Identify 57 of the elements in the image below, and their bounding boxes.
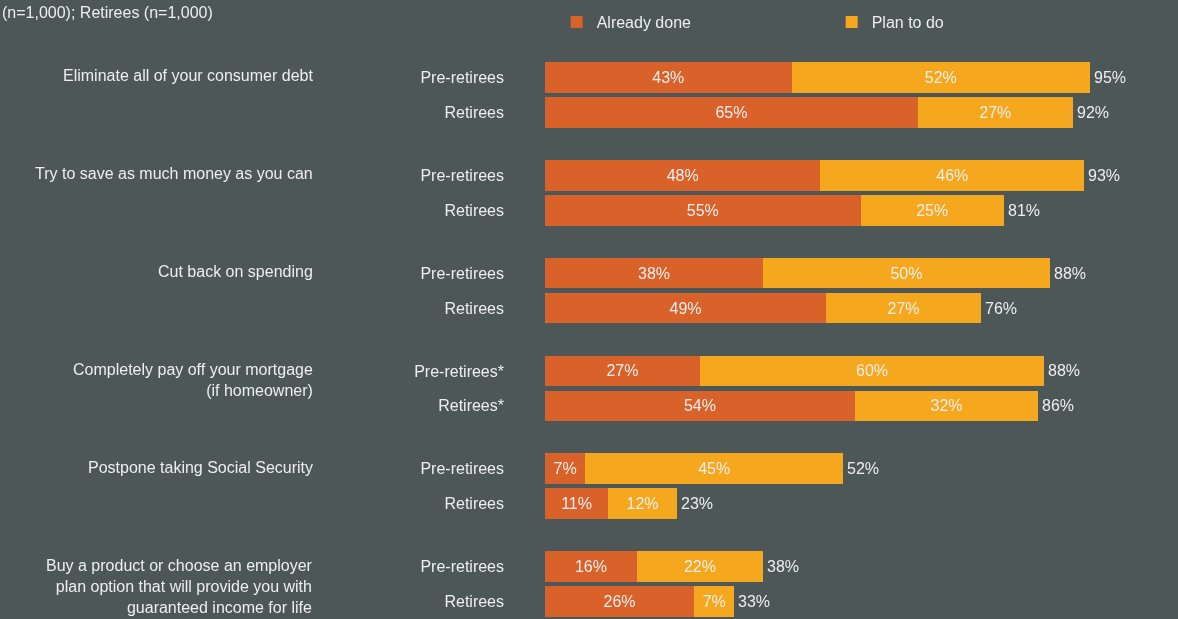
text: Eliminate all of your consumer debt <box>63 67 314 84</box>
data-label: 27% <box>887 299 920 317</box>
y-tick-label: Pre-retirees <box>420 558 504 576</box>
y-tick-label: Pre-retirees <box>420 69 504 87</box>
total-label: 95% <box>1094 69 1127 86</box>
y-tick-label: Pre-retirees <box>420 166 504 184</box>
data-label: 49% <box>669 299 702 317</box>
text: (n=1,000); Retirees (n=1,000) <box>2 4 213 21</box>
total-label: 81% <box>1008 202 1041 219</box>
total-label: 52% <box>847 460 880 477</box>
data-label: 27% <box>979 103 1012 121</box>
data-label: 16% <box>574 558 607 576</box>
y-tick-label: Retirees* <box>438 397 504 415</box>
total-label: 76% <box>985 300 1018 317</box>
data-label: 48% <box>666 166 699 184</box>
legend-label: Plan to do <box>871 14 944 32</box>
data-label: 38% <box>637 264 671 282</box>
total-label: 38% <box>767 558 800 575</box>
y-tick-label: Retirees <box>444 201 504 219</box>
data-label: 7% <box>702 593 726 611</box>
total-label: 88% <box>1054 265 1087 282</box>
data-label: 12% <box>626 495 659 513</box>
legend-label: Already done <box>596 14 692 32</box>
y-tick-label: Retirees <box>444 593 504 611</box>
y-tick-label: Retirees <box>444 299 504 317</box>
data-label: 22% <box>683 558 716 576</box>
text: Postpone taking Social Security <box>88 459 314 476</box>
data-label: 32% <box>930 397 963 415</box>
data-label: 65% <box>715 103 748 121</box>
data-label: 45% <box>698 460 731 478</box>
data-label: 50% <box>890 264 923 282</box>
total-label: 92% <box>1077 104 1110 121</box>
text: Completely pay off your mortgage (if homeowner) <box>73 361 313 399</box>
y-tick-label: Retirees <box>444 495 504 513</box>
total-label: 93% <box>1088 167 1121 184</box>
data-label: 54% <box>683 397 716 415</box>
data-label: 11% <box>561 495 592 513</box>
y-tick-label: Retirees <box>444 104 504 122</box>
total-label: 23% <box>681 495 714 512</box>
data-label: 26% <box>603 593 636 611</box>
text: Try to save as much money as you can <box>35 165 313 182</box>
y-tick-label: Pre-retirees* <box>414 362 504 380</box>
y-tick-label: Pre-retirees <box>420 264 504 282</box>
total-label: 33% <box>738 593 771 610</box>
data-label: 52% <box>924 68 957 86</box>
data-label: 7% <box>553 460 577 478</box>
total-label: 86% <box>1042 397 1075 414</box>
data-label: 25% <box>916 201 949 219</box>
y-tick-label: Pre-retirees <box>420 460 504 478</box>
text: Buy a product or choose an employer plan option that will provide you with guaranteed income for life <box>46 557 313 616</box>
data-label: 60% <box>855 362 889 380</box>
text: Cut back on spending <box>158 263 313 280</box>
data-label: 27% <box>606 362 639 380</box>
data-label: 55% <box>686 201 719 219</box>
data-label: 46% <box>936 166 969 184</box>
total-label: 88% <box>1048 362 1081 379</box>
data-label: 43% <box>652 68 685 86</box>
